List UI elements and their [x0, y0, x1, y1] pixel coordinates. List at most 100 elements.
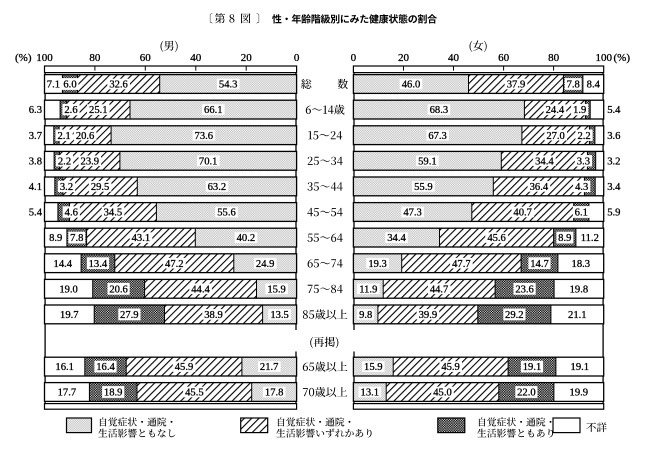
svg-text:67.3: 67.3: [428, 131, 447, 142]
svg-text:20: 20: [241, 52, 253, 64]
svg-text:40.2: 40.2: [237, 233, 256, 244]
svg-text:3.7: 3.7: [29, 131, 42, 142]
svg-text:16.4: 16.4: [96, 362, 115, 373]
svg-text:19.1: 19.1: [523, 362, 542, 373]
svg-text:46.0: 46.0: [402, 80, 421, 91]
svg-text:68.3: 68.3: [430, 105, 449, 116]
svg-text:0: 0: [351, 52, 357, 64]
svg-text:45.6: 45.6: [487, 233, 506, 244]
svg-text:3.3: 3.3: [577, 156, 590, 167]
svg-text:8.9: 8.9: [49, 233, 62, 244]
svg-text:21.1: 21.1: [568, 310, 587, 321]
svg-text:38.9: 38.9: [204, 310, 223, 321]
svg-text:18.9: 18.9: [104, 388, 123, 399]
svg-text:70.1: 70.1: [199, 156, 218, 167]
svg-text:43.1: 43.1: [132, 233, 151, 244]
svg-text:4.6: 4.6: [65, 208, 78, 219]
svg-text:20.6: 20.6: [76, 131, 95, 142]
svg-text:2.2: 2.2: [577, 131, 590, 142]
svg-text:100: 100: [36, 52, 53, 64]
svg-text:47.7: 47.7: [452, 259, 471, 270]
svg-text:(%): (%): [614, 52, 631, 64]
svg-text:27.0: 27.0: [546, 131, 565, 142]
svg-text:8.9: 8.9: [558, 233, 571, 244]
svg-text:6.1: 6.1: [575, 208, 588, 219]
svg-text:2.2: 2.2: [58, 156, 71, 167]
svg-text:13.4: 13.4: [89, 259, 108, 270]
svg-text:47.3: 47.3: [403, 208, 422, 219]
svg-text:21.7: 21.7: [260, 362, 279, 373]
svg-text:9.8: 9.8: [359, 310, 372, 321]
svg-text:55.6: 55.6: [217, 208, 236, 219]
svg-text:22.0: 22.0: [517, 388, 536, 399]
svg-text:55.9: 55.9: [414, 182, 433, 193]
svg-text:5.9: 5.9: [607, 208, 620, 219]
svg-text:45.9: 45.9: [175, 362, 194, 373]
svg-text:32.6: 32.6: [109, 80, 128, 91]
svg-text:14.4: 14.4: [54, 259, 73, 270]
svg-text:19.8: 19.8: [570, 284, 589, 295]
svg-text:44.7: 44.7: [430, 284, 449, 295]
svg-text:34.5: 34.5: [104, 208, 123, 219]
svg-text:23.6: 23.6: [515, 284, 534, 295]
svg-text:(%): (%): [15, 52, 32, 64]
svg-text:5.4: 5.4: [29, 208, 43, 219]
svg-text:4.1: 4.1: [29, 182, 42, 193]
svg-text:3.8: 3.8: [29, 156, 42, 167]
svg-text:5.4: 5.4: [607, 105, 621, 116]
svg-text:63.2: 63.2: [208, 182, 227, 193]
svg-text:40: 40: [190, 52, 202, 64]
svg-text:17.8: 17.8: [265, 388, 284, 399]
svg-text:100: 100: [595, 52, 612, 64]
svg-text:3.2: 3.2: [607, 156, 620, 167]
svg-text:19.0: 19.0: [59, 284, 78, 295]
svg-text:29.2: 29.2: [505, 310, 524, 321]
svg-text:80: 80: [89, 52, 101, 64]
svg-text:13.1: 13.1: [361, 388, 380, 399]
svg-text:3.6: 3.6: [607, 131, 620, 142]
svg-text:27.9: 27.9: [120, 310, 139, 321]
svg-text:7.8: 7.8: [70, 233, 83, 244]
svg-text:40.7: 40.7: [513, 208, 532, 219]
svg-text:34.4: 34.4: [387, 233, 406, 244]
svg-text:6.3: 6.3: [29, 105, 42, 116]
svg-text:11.2: 11.2: [581, 233, 599, 244]
svg-text:7.1: 7.1: [47, 80, 60, 91]
svg-text:47.2: 47.2: [165, 259, 184, 270]
svg-text:16.1: 16.1: [55, 362, 74, 373]
svg-text:24.4: 24.4: [546, 105, 565, 116]
svg-text:45.5: 45.5: [185, 388, 204, 399]
svg-text:60: 60: [140, 52, 152, 64]
svg-text:4.3: 4.3: [575, 182, 588, 193]
svg-text:6.0: 6.0: [63, 80, 76, 91]
svg-text:14.7: 14.7: [530, 259, 549, 270]
svg-text:19.3: 19.3: [368, 259, 387, 270]
svg-text:2.1: 2.1: [57, 131, 70, 142]
svg-text:19.9: 19.9: [570, 388, 589, 399]
svg-text:45.0: 45.0: [433, 388, 452, 399]
svg-text:37.9: 37.9: [507, 80, 526, 91]
svg-text:19.7: 19.7: [60, 310, 79, 321]
svg-text:8.4: 8.4: [587, 80, 601, 91]
svg-text:54.3: 54.3: [219, 80, 238, 91]
svg-text:66.1: 66.1: [204, 105, 223, 116]
svg-text:59.1: 59.1: [418, 156, 437, 167]
svg-text:19.1: 19.1: [571, 362, 590, 373]
svg-text:17.7: 17.7: [58, 388, 77, 399]
svg-text:20: 20: [398, 52, 410, 64]
svg-text:1.9: 1.9: [573, 105, 586, 116]
svg-text:60: 60: [498, 52, 510, 64]
svg-text:29.5: 29.5: [91, 182, 110, 193]
svg-text:11.9: 11.9: [359, 284, 377, 295]
svg-text:24.9: 24.9: [256, 259, 275, 270]
svg-text:34.4: 34.4: [535, 156, 554, 167]
svg-text:40: 40: [448, 52, 460, 64]
svg-text:15.9: 15.9: [364, 362, 383, 373]
svg-text:18.3: 18.3: [572, 259, 591, 270]
svg-text:3.2: 3.2: [60, 182, 73, 193]
svg-text:80: 80: [548, 52, 560, 64]
svg-text:44.4: 44.4: [191, 284, 210, 295]
svg-text:39.9: 39.9: [419, 310, 438, 321]
svg-text:36.4: 36.4: [530, 182, 549, 193]
svg-text:3.4: 3.4: [607, 182, 621, 193]
